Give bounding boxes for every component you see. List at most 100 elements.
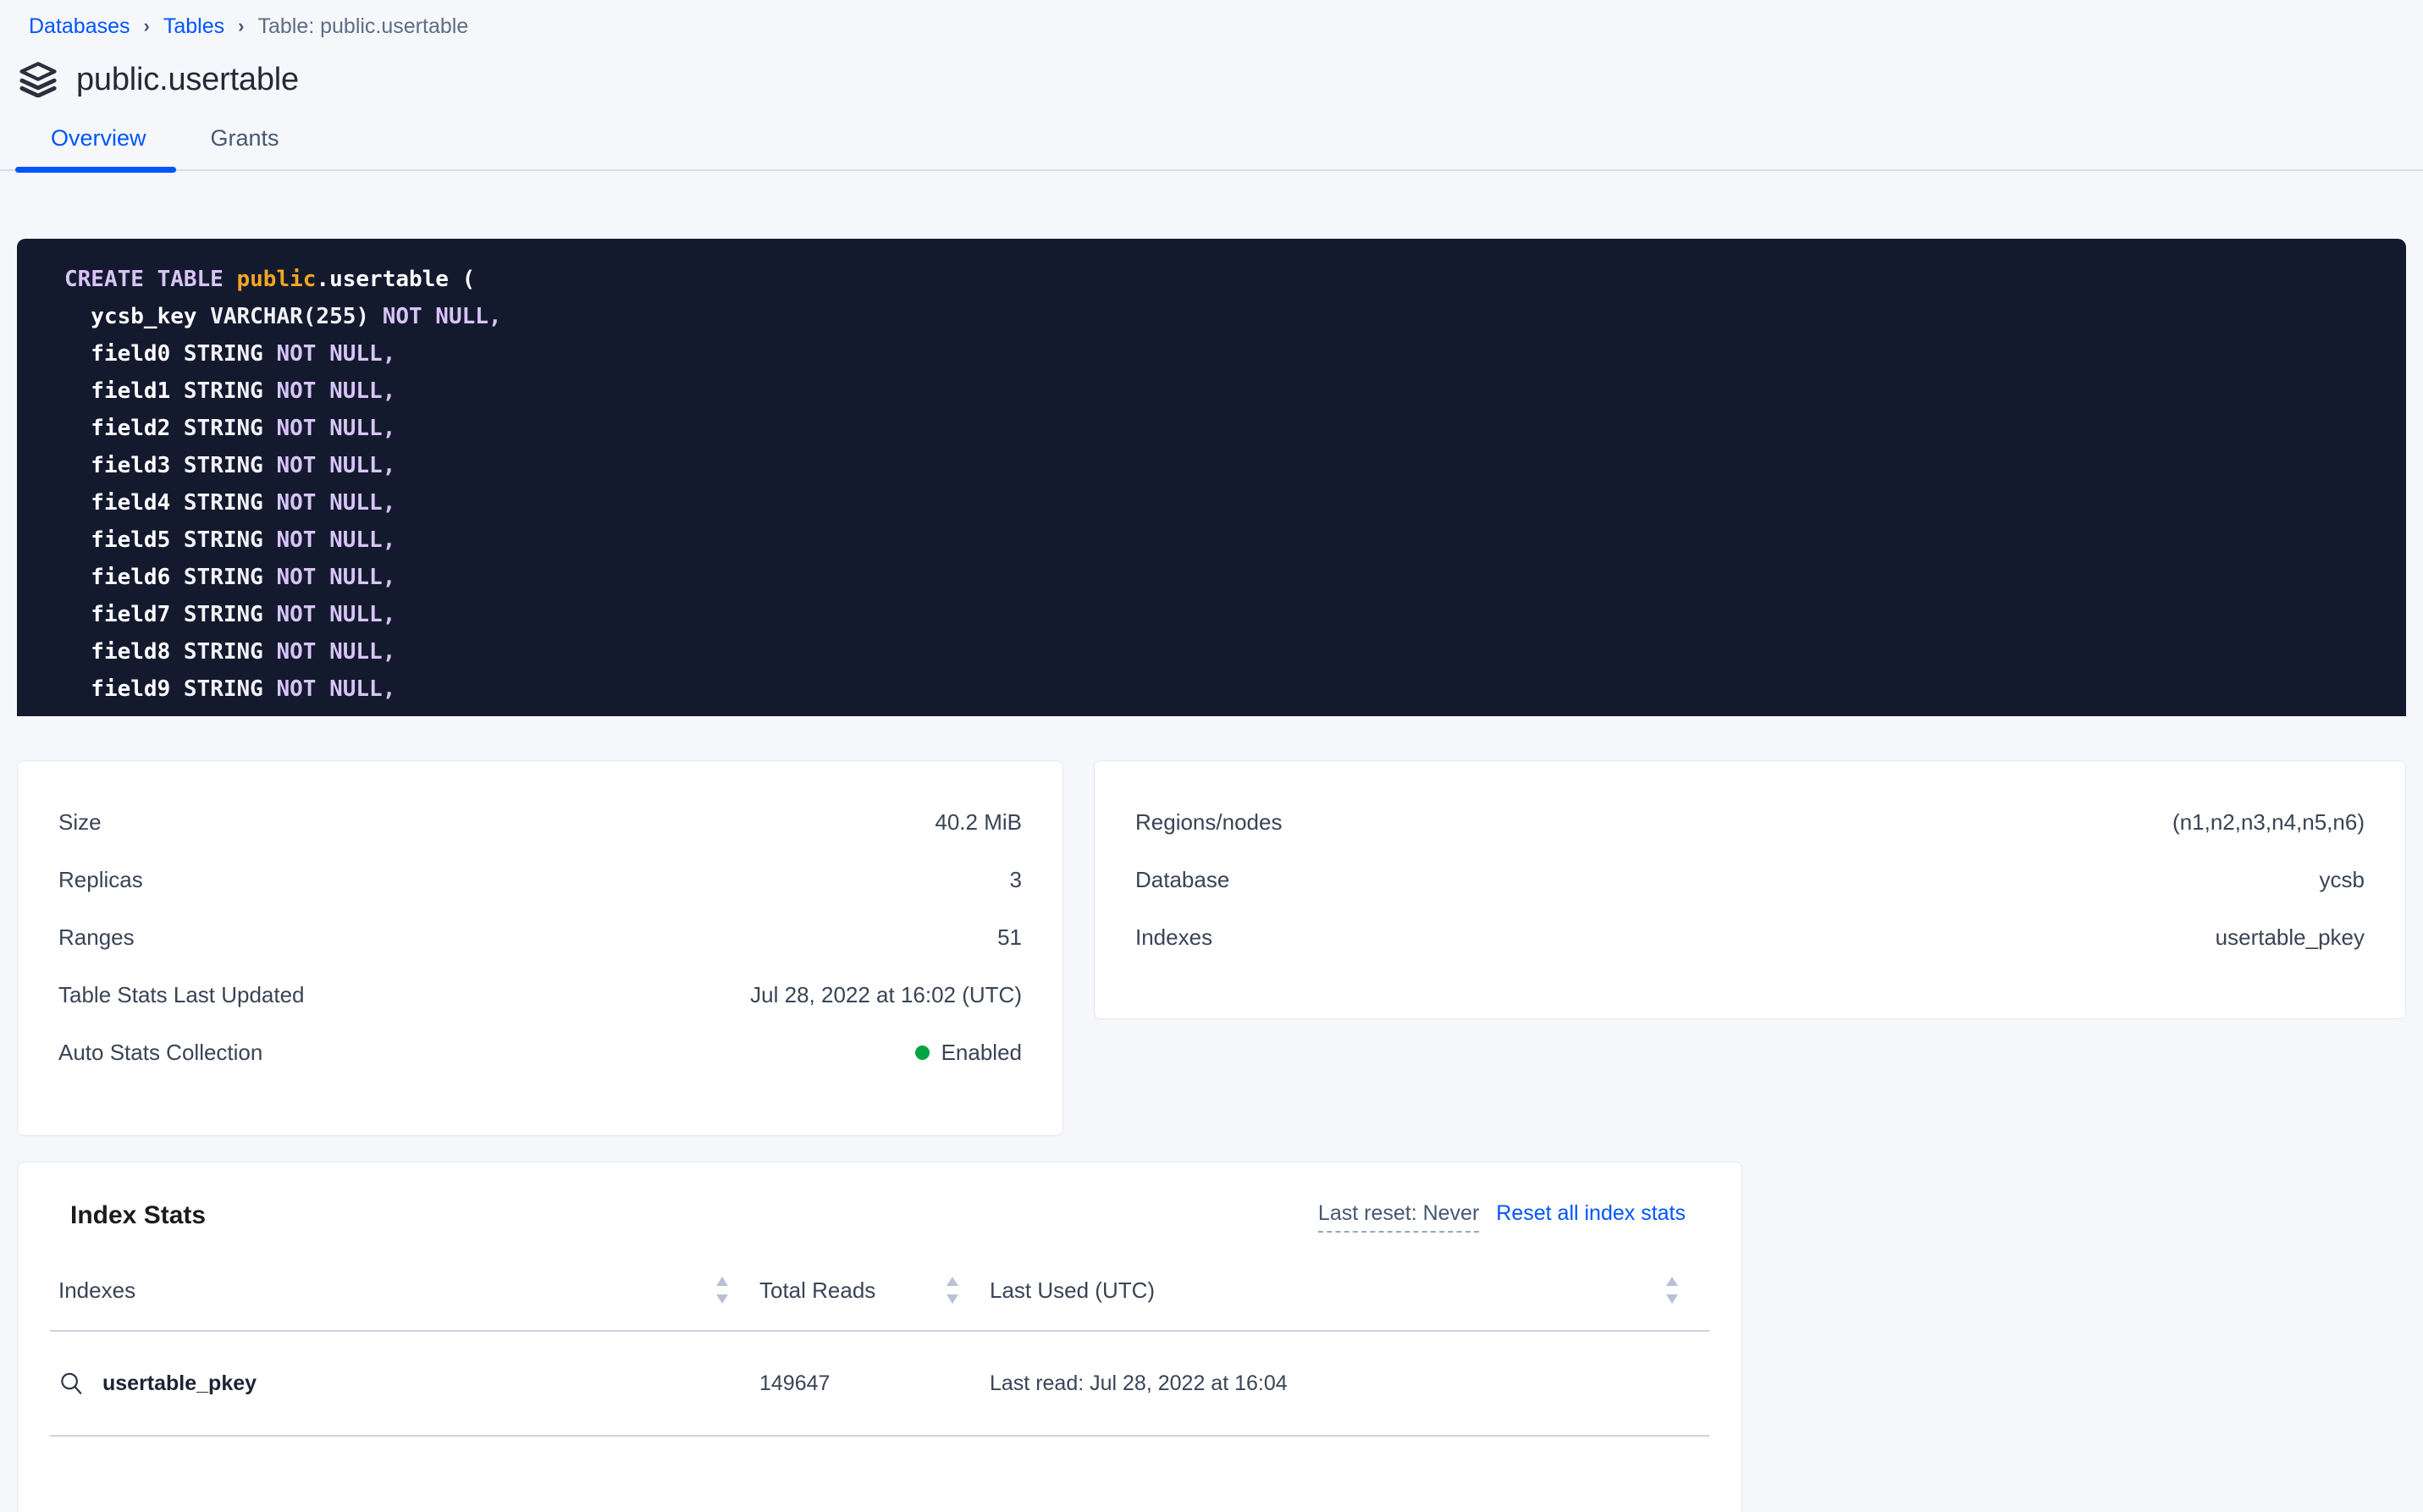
code-token: STRING	[183, 416, 277, 441]
stat-value: 3	[1009, 866, 1022, 892]
stat-value: 51	[997, 924, 1022, 950]
breadcrumb-item-databases[interactable]: Databases	[29, 14, 130, 38]
column-header-last-used[interactable]: Last Used (UTC)	[990, 1273, 1709, 1307]
sort-toggle-icon[interactable]	[714, 1273, 731, 1307]
tab-bar: Overview Grants	[0, 113, 2423, 190]
code-token: NOT NULL,	[276, 490, 396, 516]
code-line: field8 STRING NOT NULL,	[17, 633, 2406, 670]
sort-toggle-icon[interactable]	[944, 1273, 961, 1307]
column-header-label: Total Reads	[759, 1277, 876, 1303]
index-stats-actions: Last reset: Never Reset all index stats	[1317, 1201, 1686, 1233]
code-token: NOT NULL,	[276, 527, 396, 553]
stat-label: Size	[58, 808, 102, 835]
code-line: field3 STRING NOT NULL,	[17, 447, 2406, 484]
code-line: field6 STRING NOT NULL,	[17, 559, 2406, 596]
code-token: VARCHAR(255)	[210, 304, 383, 329]
column-header-total-reads[interactable]: Total Reads	[759, 1273, 990, 1307]
last-reset-label: Last reset: Never	[1317, 1201, 1480, 1233]
column-header-label: Last Used (UTC)	[990, 1277, 1156, 1303]
sort-toggle-icon[interactable]	[1664, 1273, 1681, 1307]
page-header: public.usertable	[0, 39, 2423, 102]
code-token: NOT NULL,	[276, 676, 396, 702]
tab-bar-divider	[0, 169, 2423, 171]
index-name-link[interactable]: usertable_pkey	[102, 1371, 257, 1395]
search-icon	[58, 1371, 84, 1396]
cell-index-name: usertable_pkey	[58, 1371, 759, 1396]
code-token: CREATE TABLE	[64, 267, 237, 292]
reset-all-index-stats-link[interactable]: Reset all index stats	[1496, 1201, 1686, 1225]
code-token: STRING	[183, 453, 277, 478]
breadcrumb: Databases › Tables › Table: public.usert…	[0, 0, 2423, 39]
tab-active-indicator	[15, 167, 176, 173]
status-badge: Enabled	[914, 1040, 1022, 1066]
stat-row-regions-nodes: Regions/nodes (n1,n2,n3,n4,n5,n6)	[1135, 793, 2365, 851]
stat-label: Auto Stats Collection	[58, 1039, 263, 1065]
breadcrumb-separator-icon: ›	[238, 15, 245, 36]
column-header-indexes[interactable]: Indexes	[58, 1273, 759, 1307]
code-token: NOT NULL,	[276, 453, 396, 478]
code-line: CREATE TABLE public.usertable (	[17, 261, 2406, 298]
stat-label: Indexes	[1135, 924, 1213, 950]
stat-row-table-stats-last-updated: Table Stats Last Updated Jul 28, 2022 at…	[58, 966, 1022, 1024]
code-token: field5	[64, 527, 184, 553]
stat-value: Jul 28, 2022 at 16:02 (UTC)	[750, 981, 1022, 1007]
code-token: field6	[64, 565, 184, 590]
code-line: field7 STRING NOT NULL,	[17, 596, 2406, 633]
stat-row-auto-stats-collection: Auto Stats Collection Enabled	[58, 1024, 1022, 1081]
breadcrumb-item-current: Table: public.usertable	[257, 14, 469, 38]
stat-row-replicas: Replicas 3	[58, 851, 1022, 908]
index-stats-table: Indexes Total Reads	[18, 1250, 1741, 1437]
tab-overview[interactable]: Overview	[19, 113, 179, 152]
breadcrumb-separator-icon: ›	[143, 15, 150, 36]
code-token: ycsb_key	[64, 304, 211, 329]
stat-row-indexes: Indexes usertable_pkey	[1135, 908, 2365, 966]
stat-value: ycsb	[2319, 866, 2365, 892]
breadcrumb-item-tables[interactable]: Tables	[163, 14, 225, 38]
code-token: STRING	[183, 527, 277, 553]
stat-value: usertable_pkey	[2215, 924, 2365, 950]
code-token: NOT NULL,	[276, 341, 396, 367]
code-token: STRING	[183, 341, 277, 367]
layers-icon	[19, 62, 58, 97]
code-token: NOT NULL,	[382, 304, 502, 329]
code-token: .usertable (	[316, 267, 476, 292]
code-line: field0 STRING NOT NULL,	[17, 335, 2406, 372]
code-token: STRING	[183, 565, 277, 590]
code-token: STRING	[183, 490, 277, 516]
stat-value: (n1,n2,n3,n4,n5,n6)	[2172, 808, 2365, 835]
table-details-card: Size 40.2 MiB Replicas 3 Ranges 51 Table…	[17, 760, 1063, 1136]
code-token: STRING	[183, 602, 277, 627]
code-token: NOT NULL,	[276, 378, 396, 404]
page-title: public.usertable	[76, 61, 299, 97]
code-token: STRING	[183, 676, 277, 702]
table-header-row: Indexes Total Reads	[50, 1250, 1709, 1332]
code-token: field7	[64, 602, 184, 627]
code-token: STRING	[183, 639, 277, 665]
stat-label: Database	[1135, 866, 1230, 892]
code-line: field4 STRING NOT NULL,	[17, 484, 2406, 521]
code-token: field2	[64, 416, 184, 441]
code-token: NOT NULL,	[276, 602, 396, 627]
code-token: STRING	[183, 378, 277, 404]
code-token: NOT NULL,	[276, 416, 396, 441]
stat-row-database: Database ycsb	[1135, 851, 2365, 908]
code-token: public	[236, 267, 317, 292]
code-token: field8	[64, 639, 184, 665]
code-token: field3	[64, 453, 184, 478]
code-token: field1	[64, 378, 184, 404]
code-token: field0	[64, 341, 184, 367]
code-token: NOT NULL,	[276, 639, 396, 665]
table-row[interactable]: usertable_pkey 149647 Last read: Jul 28,…	[50, 1332, 1709, 1437]
code-token: field9	[64, 676, 184, 702]
stat-value: 40.2 MiB	[935, 808, 1022, 835]
create-table-statement[interactable]: CREATE TABLE public.usertable ( ycsb_key…	[17, 239, 2406, 716]
code-token: field4	[64, 490, 184, 516]
stat-label: Ranges	[58, 924, 135, 950]
tab-grants[interactable]: Grants	[179, 113, 312, 152]
column-header-label: Indexes	[58, 1277, 136, 1303]
index-stats-header: Index Stats Last reset: Never Reset all …	[18, 1162, 1741, 1250]
stat-row-size: Size 40.2 MiB	[58, 793, 1022, 851]
status-dot-icon	[914, 1045, 930, 1060]
cell-total-reads: 149647	[759, 1371, 831, 1395]
